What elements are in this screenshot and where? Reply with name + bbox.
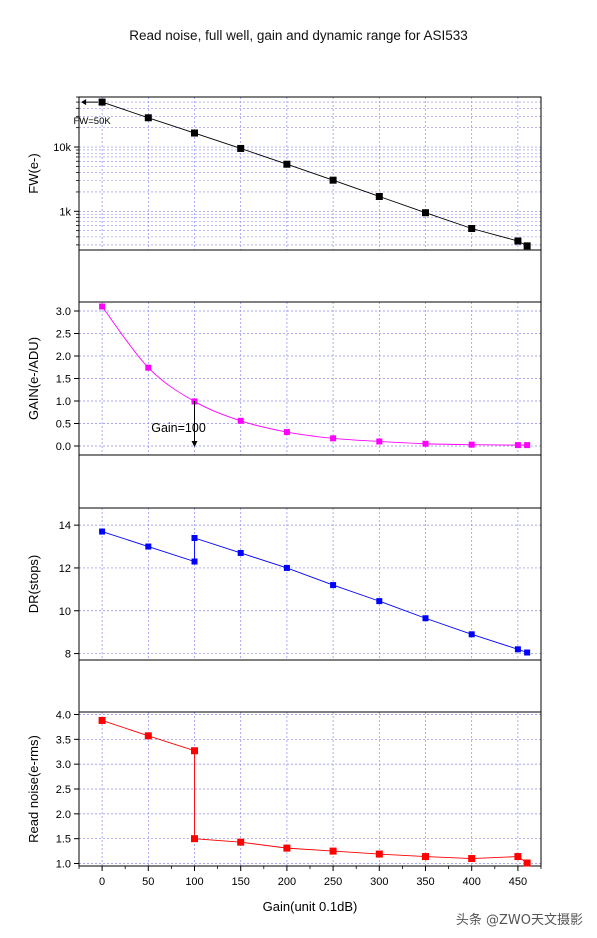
y-tick-label: 0.0 <box>56 441 71 453</box>
annotation-arrow-head <box>81 99 87 106</box>
panel-frame <box>78 96 542 251</box>
data-point <box>422 615 429 622</box>
data-point <box>191 129 198 137</box>
y-tick-label: 2.5 <box>56 784 71 796</box>
y-tick-label: 10k <box>53 142 71 154</box>
data-point <box>514 646 521 653</box>
y-tick-label: 10 <box>59 606 71 618</box>
y-tick-label: 0.5 <box>56 419 71 431</box>
data-point <box>145 543 152 550</box>
annotation-label: FW=50K <box>73 116 111 127</box>
data-point <box>376 598 383 605</box>
panel-frame <box>78 507 542 661</box>
series-line <box>101 101 528 247</box>
x-tick-label: 350 <box>416 876 434 888</box>
data-point <box>191 835 198 843</box>
data-point <box>514 442 521 449</box>
data-point <box>523 859 531 867</box>
x-tick-label: 450 <box>509 876 527 888</box>
y-tick-label: 12 <box>59 563 71 575</box>
x-tick-label: 150 <box>232 876 250 888</box>
x-tick-label: 250 <box>324 876 342 888</box>
data-point <box>237 144 245 152</box>
data-point <box>237 549 244 556</box>
data-point <box>98 716 106 724</box>
y-tick-label: 1.0 <box>56 859 71 871</box>
y-tick-label: 4.0 <box>56 709 71 721</box>
data-point <box>468 855 476 863</box>
y-tick-label: 1.5 <box>56 374 71 386</box>
data-point <box>191 534 198 541</box>
data-point <box>283 564 290 571</box>
data-point <box>523 242 531 250</box>
y-tick-label: 3.5 <box>56 734 71 746</box>
data-point <box>375 850 383 858</box>
data-point <box>524 442 531 449</box>
data-point <box>329 847 337 855</box>
data-point <box>468 225 476 233</box>
x-tick-label: 100 <box>185 876 203 888</box>
data-point <box>145 364 152 371</box>
y-axis-label: Read noise(e-rms) <box>26 735 41 843</box>
y-tick-label: 2.0 <box>56 351 71 363</box>
x-tick-label: 400 <box>463 876 481 888</box>
data-point <box>468 631 475 638</box>
data-point <box>422 440 429 447</box>
data-point <box>514 237 522 245</box>
y-tick-label: 3.0 <box>56 306 71 318</box>
data-point <box>283 844 291 852</box>
y-tick-label: 8 <box>65 649 71 661</box>
x-tick-label: 0 <box>99 876 105 888</box>
x-tick-label: 200 <box>278 876 296 888</box>
data-point <box>375 192 383 200</box>
y-tick-label: 3.0 <box>56 759 71 771</box>
data-point <box>524 649 531 656</box>
data-point <box>329 176 337 184</box>
data-point <box>99 303 106 310</box>
data-point <box>144 732 152 740</box>
y-axis-label: DR(stops) <box>26 555 41 614</box>
y-tick-label: 1.0 <box>56 396 71 408</box>
data-point <box>422 853 429 861</box>
annotation-label: Gain=100 <box>151 421 206 435</box>
watermark: 头条 @ZWO天文摄影 <box>455 913 583 928</box>
data-point <box>191 747 198 755</box>
data-point <box>283 429 290 436</box>
data-point <box>191 558 198 565</box>
data-point <box>144 114 152 122</box>
data-point <box>98 98 106 106</box>
chart-title: Read noise, full well, gain and dynamic … <box>129 28 468 43</box>
data-point <box>237 838 245 846</box>
data-point <box>468 441 475 448</box>
y-axis-label: FW(e-) <box>26 153 41 193</box>
data-point <box>283 160 291 168</box>
y-tick-label: 2.5 <box>56 329 71 341</box>
data-point <box>330 582 337 589</box>
annotation-arrow-head <box>191 441 198 447</box>
data-point <box>376 438 383 445</box>
y-tick-label: 1k <box>59 206 71 218</box>
data-point <box>330 435 337 442</box>
data-point <box>422 209 429 217</box>
series-line <box>101 720 528 864</box>
series-line <box>101 531 528 653</box>
y-tick-label: 14 <box>59 520 71 532</box>
y-axis-label: GAIN(e-/ADU) <box>26 337 41 420</box>
x-axis-label: Gain(unit 0.1dB) <box>263 899 358 914</box>
x-tick-label: 50 <box>142 876 154 888</box>
y-tick-label: 1.5 <box>56 834 71 846</box>
y-tick-label: 2.0 <box>56 809 71 821</box>
data-point <box>237 417 244 424</box>
data-point <box>99 528 106 535</box>
data-point <box>514 853 522 861</box>
x-tick-label: 300 <box>370 876 388 888</box>
